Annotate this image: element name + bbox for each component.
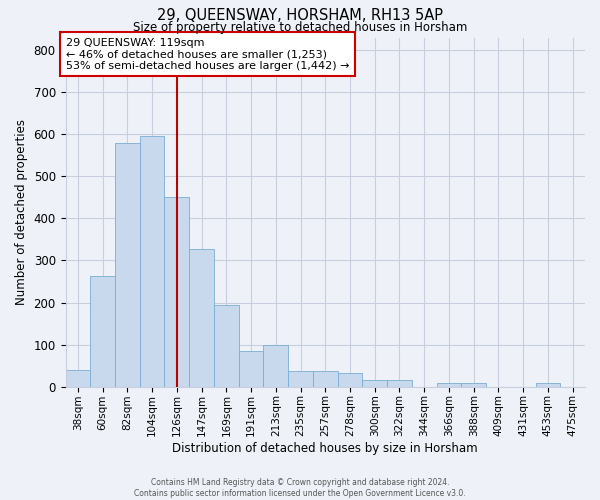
Text: Size of property relative to detached houses in Horsham: Size of property relative to detached ho… xyxy=(133,21,467,34)
Bar xyxy=(90,276,115,386)
Text: Contains HM Land Registry data © Crown copyright and database right 2024.
Contai: Contains HM Land Registry data © Crown c… xyxy=(134,478,466,498)
Bar xyxy=(536,384,560,386)
Bar xyxy=(437,384,461,386)
Bar xyxy=(189,248,214,386)
X-axis label: Distribution of detached houses by size in Horsham: Distribution of detached houses by size … xyxy=(172,442,478,455)
Bar xyxy=(461,384,486,386)
Bar xyxy=(313,370,338,386)
Bar xyxy=(115,142,140,386)
Bar xyxy=(164,198,189,386)
Text: 29, QUEENSWAY, HORSHAM, RH13 5AP: 29, QUEENSWAY, HORSHAM, RH13 5AP xyxy=(157,8,443,22)
Bar xyxy=(239,351,263,386)
Bar xyxy=(140,136,164,386)
Bar xyxy=(214,306,239,386)
Text: 29 QUEENSWAY: 119sqm
← 46% of detached houses are smaller (1,253)
53% of semi-de: 29 QUEENSWAY: 119sqm ← 46% of detached h… xyxy=(65,38,349,70)
Bar xyxy=(338,373,362,386)
Bar xyxy=(65,370,90,386)
Y-axis label: Number of detached properties: Number of detached properties xyxy=(15,119,28,305)
Bar xyxy=(288,370,313,386)
Bar xyxy=(387,380,412,386)
Bar xyxy=(263,344,288,387)
Bar xyxy=(362,380,387,386)
